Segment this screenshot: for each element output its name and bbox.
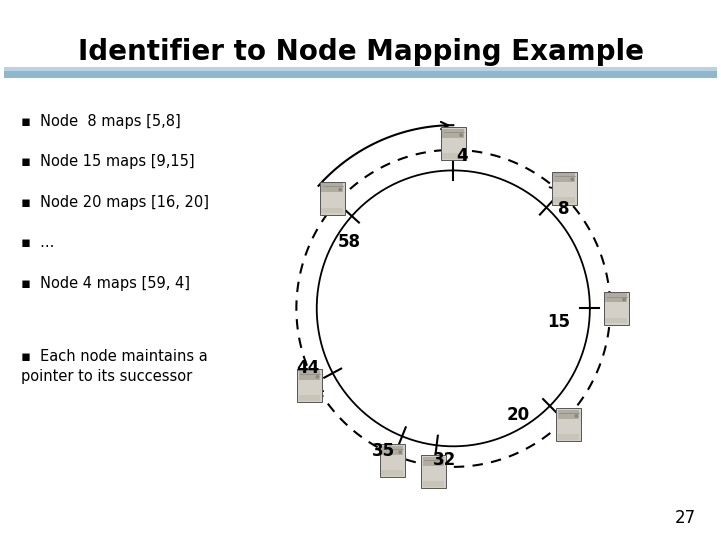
Text: ▪  Node  8 maps [5,8]: ▪ Node 8 maps [5,8] — [22, 114, 181, 129]
Text: ▪  Node 15 maps [9,15]: ▪ Node 15 maps [9,15] — [22, 154, 195, 169]
FancyBboxPatch shape — [603, 292, 629, 325]
Bar — [605, 318, 627, 324]
Bar — [4, 67, 717, 78]
Circle shape — [317, 375, 319, 378]
FancyBboxPatch shape — [297, 369, 322, 402]
Bar — [443, 129, 464, 138]
Text: 35: 35 — [371, 442, 394, 460]
Bar — [322, 208, 343, 213]
FancyBboxPatch shape — [552, 171, 577, 204]
Bar — [298, 371, 320, 380]
Text: 20: 20 — [507, 406, 530, 424]
Text: ▪  Each node maintains a
pointer to its successor: ▪ Each node maintains a pointer to its s… — [22, 349, 208, 384]
Bar — [557, 434, 580, 440]
FancyBboxPatch shape — [320, 182, 345, 215]
Bar — [423, 481, 444, 487]
Circle shape — [575, 415, 578, 417]
Circle shape — [460, 134, 462, 136]
Text: ▪  Node 20 maps [16, 20]: ▪ Node 20 maps [16, 20] — [22, 195, 209, 210]
Text: 44: 44 — [296, 359, 319, 377]
FancyBboxPatch shape — [441, 127, 466, 160]
Text: 15: 15 — [547, 313, 570, 331]
Bar — [423, 457, 444, 466]
FancyBboxPatch shape — [421, 455, 446, 488]
FancyBboxPatch shape — [380, 444, 404, 477]
Text: 58: 58 — [337, 233, 360, 251]
FancyBboxPatch shape — [556, 408, 581, 441]
Bar — [554, 173, 575, 182]
Bar — [605, 293, 627, 302]
Circle shape — [623, 299, 625, 301]
Bar — [557, 410, 580, 419]
Bar — [298, 395, 320, 400]
Text: 8: 8 — [558, 200, 570, 218]
Circle shape — [339, 188, 341, 191]
Bar — [381, 446, 403, 455]
Text: ▪  ...: ▪ ... — [22, 235, 55, 250]
Text: 4: 4 — [456, 147, 468, 165]
Text: Identifier to Node Mapping Example: Identifier to Node Mapping Example — [77, 38, 644, 66]
Text: 27: 27 — [675, 510, 696, 527]
Circle shape — [441, 461, 443, 464]
Bar — [4, 67, 717, 71]
Text: 32: 32 — [433, 451, 456, 469]
Bar — [554, 197, 575, 203]
Circle shape — [571, 178, 573, 181]
Bar — [443, 153, 464, 159]
Text: ▪  Node 4 maps [59, 4]: ▪ Node 4 maps [59, 4] — [22, 276, 190, 291]
Bar — [381, 470, 403, 476]
Bar — [322, 183, 343, 192]
Circle shape — [399, 451, 402, 453]
